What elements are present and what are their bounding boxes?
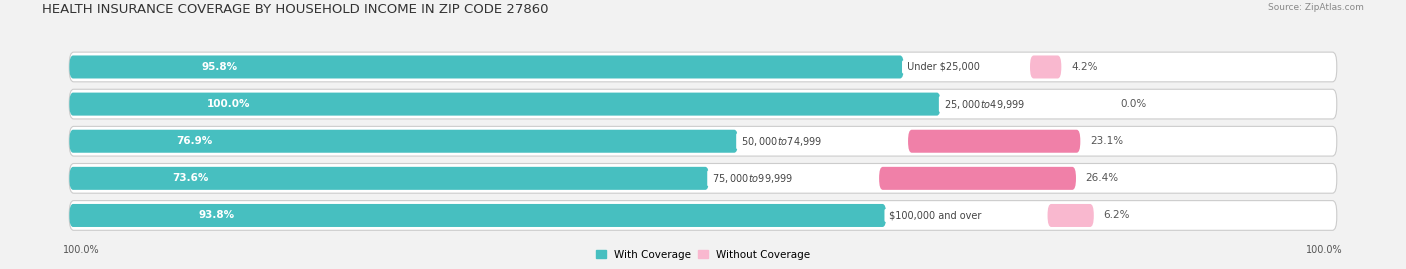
FancyBboxPatch shape [1047, 204, 1094, 227]
Text: Under $25,000: Under $25,000 [904, 62, 983, 72]
FancyBboxPatch shape [69, 52, 1337, 82]
Text: $100,000 and over: $100,000 and over [886, 210, 984, 221]
FancyBboxPatch shape [69, 93, 941, 116]
FancyBboxPatch shape [69, 130, 738, 153]
Text: $50,000 to $74,999: $50,000 to $74,999 [738, 135, 823, 148]
FancyBboxPatch shape [69, 204, 886, 227]
Text: 95.8%: 95.8% [201, 62, 238, 72]
FancyBboxPatch shape [69, 167, 709, 190]
Text: HEALTH INSURANCE COVERAGE BY HOUSEHOLD INCOME IN ZIP CODE 27860: HEALTH INSURANCE COVERAGE BY HOUSEHOLD I… [42, 3, 548, 16]
FancyBboxPatch shape [69, 164, 1337, 193]
FancyBboxPatch shape [879, 167, 1076, 190]
FancyBboxPatch shape [1031, 55, 1062, 79]
Text: 100.0%: 100.0% [207, 99, 250, 109]
Text: 76.9%: 76.9% [177, 136, 212, 146]
Text: 26.4%: 26.4% [1085, 173, 1119, 183]
Text: 100.0%: 100.0% [63, 245, 100, 255]
Text: $75,000 to $99,999: $75,000 to $99,999 [709, 172, 794, 185]
Text: $25,000 to $49,999: $25,000 to $49,999 [941, 98, 1025, 111]
FancyBboxPatch shape [69, 55, 904, 79]
FancyBboxPatch shape [69, 89, 1337, 119]
Text: 100.0%: 100.0% [1306, 245, 1343, 255]
Text: 23.1%: 23.1% [1090, 136, 1123, 146]
FancyBboxPatch shape [908, 130, 1080, 153]
Text: 4.2%: 4.2% [1071, 62, 1098, 72]
Text: 73.6%: 73.6% [173, 173, 208, 183]
FancyBboxPatch shape [69, 126, 1337, 156]
FancyBboxPatch shape [69, 201, 1337, 230]
Text: Source: ZipAtlas.com: Source: ZipAtlas.com [1268, 3, 1364, 12]
Text: 6.2%: 6.2% [1104, 210, 1130, 221]
Legend: With Coverage, Without Coverage: With Coverage, Without Coverage [592, 245, 814, 264]
Text: 93.8%: 93.8% [198, 210, 235, 221]
Text: 0.0%: 0.0% [1121, 99, 1147, 109]
